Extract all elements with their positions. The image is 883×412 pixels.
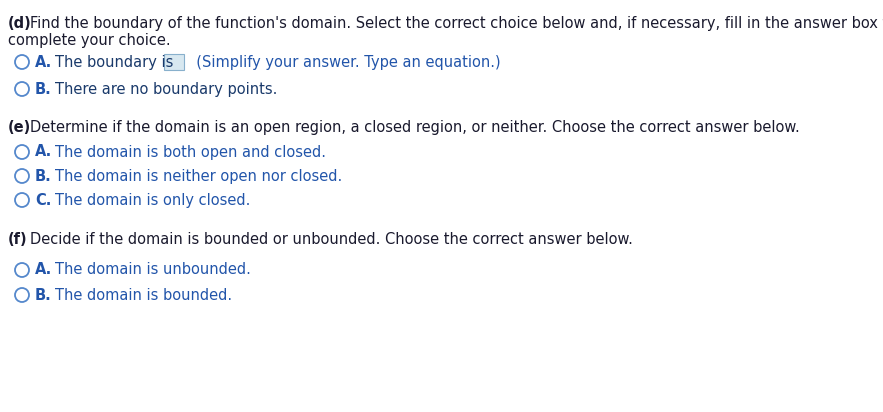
Text: The domain is bounded.: The domain is bounded.: [55, 288, 232, 302]
Text: The domain is only closed.: The domain is only closed.: [55, 192, 251, 208]
Text: The boundary is: The boundary is: [55, 54, 173, 70]
Text: The domain is neither open nor closed.: The domain is neither open nor closed.: [55, 169, 343, 183]
Text: B.: B.: [35, 82, 52, 96]
Text: (d): (d): [8, 16, 32, 31]
Text: A.: A.: [35, 54, 52, 70]
Text: Decide if the domain is bounded or unbounded. Choose the correct answer below.: Decide if the domain is bounded or unbou…: [30, 232, 633, 247]
Text: A.: A.: [35, 145, 52, 159]
Text: B.: B.: [35, 169, 52, 183]
Text: B.: B.: [35, 288, 52, 302]
Text: There are no boundary points.: There are no boundary points.: [55, 82, 277, 96]
FancyBboxPatch shape: [164, 54, 184, 70]
Text: Find the boundary of the function's domain. Select the correct choice below and,: Find the boundary of the function's doma…: [30, 16, 883, 31]
Text: Determine if the domain is an open region, a closed region, or neither. Choose t: Determine if the domain is an open regio…: [30, 120, 800, 135]
Text: (Simplify your answer. Type an equation.): (Simplify your answer. Type an equation.…: [187, 54, 501, 70]
Text: (e): (e): [8, 120, 31, 135]
Text: (f): (f): [8, 232, 27, 247]
Text: complete your choice.: complete your choice.: [8, 33, 170, 48]
Text: C.: C.: [35, 192, 51, 208]
Text: The domain is both open and closed.: The domain is both open and closed.: [55, 145, 326, 159]
Text: A.: A.: [35, 262, 52, 278]
Text: The domain is unbounded.: The domain is unbounded.: [55, 262, 251, 278]
